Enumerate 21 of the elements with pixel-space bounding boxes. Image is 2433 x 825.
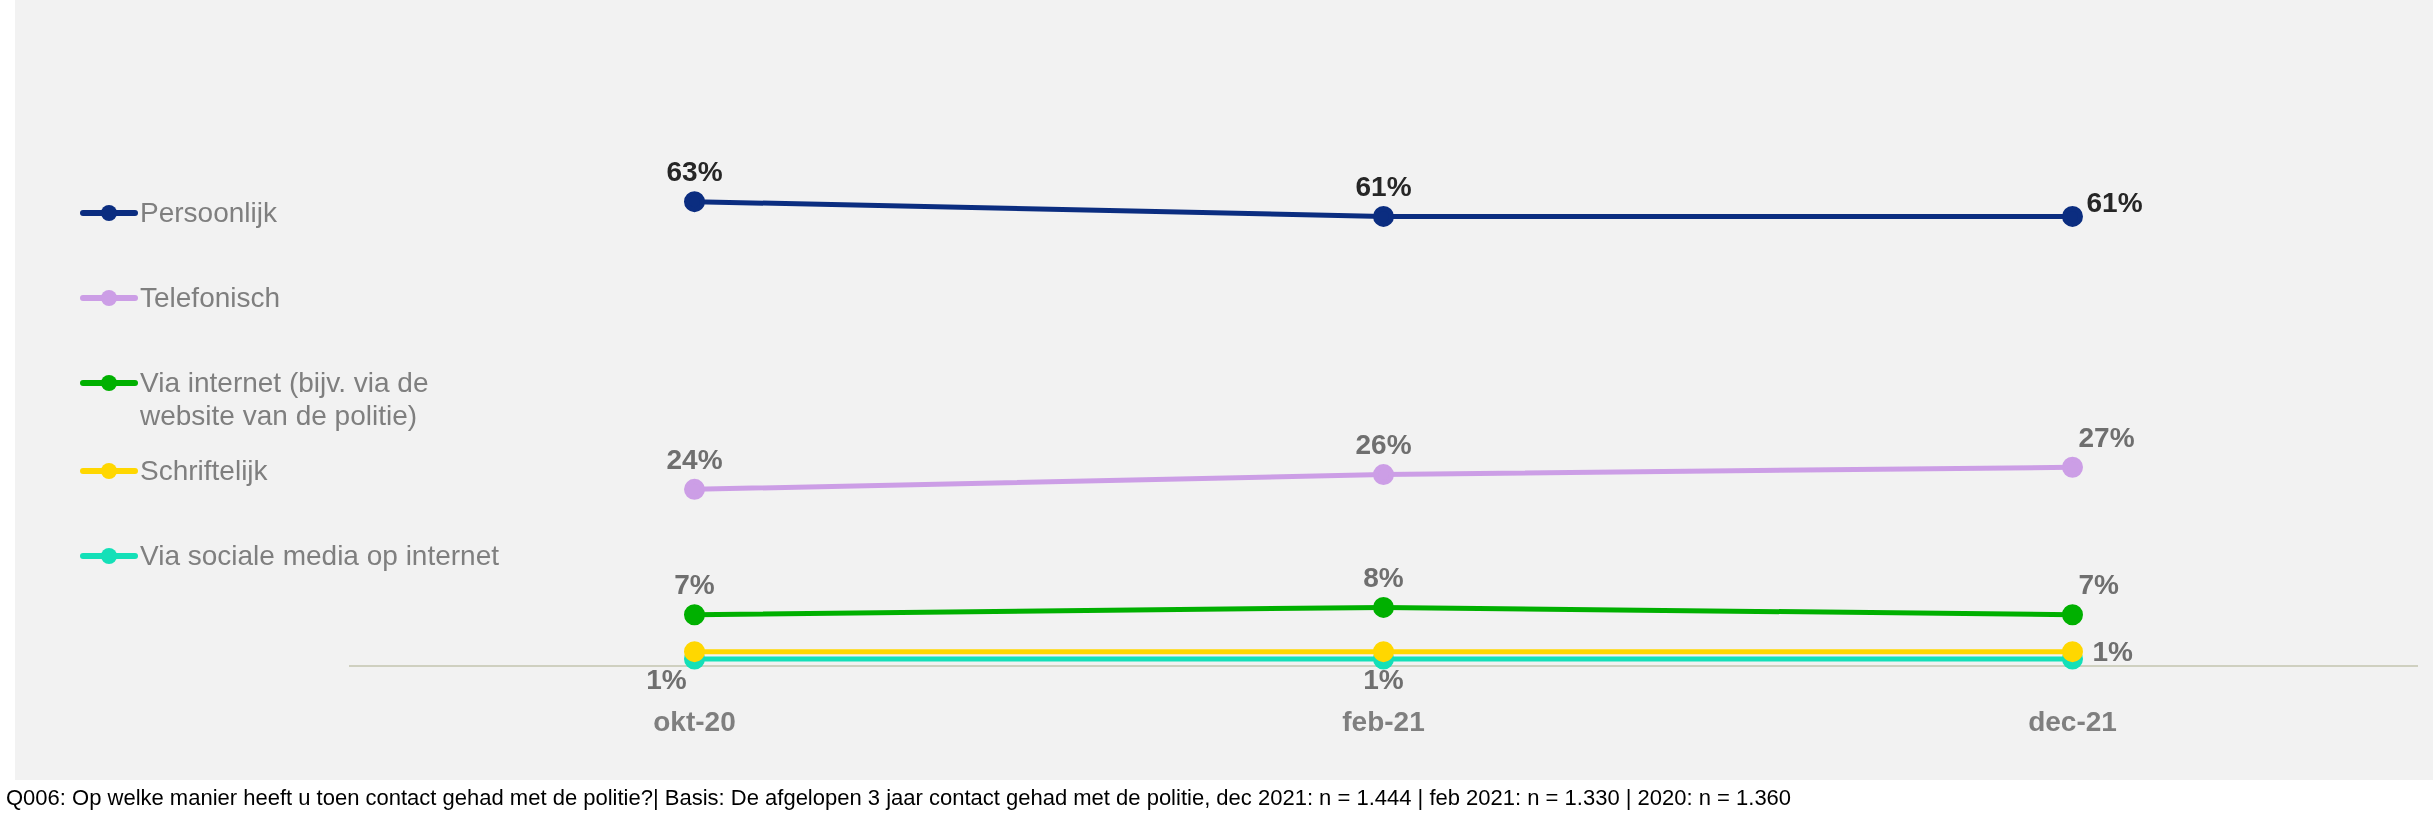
legend-label: Schriftelijk	[140, 454, 268, 487]
data-label: 27%	[2078, 421, 2135, 453]
legend-label: Via internet (bijv. via de website van de politie)	[140, 366, 430, 432]
x-tick-label: dec-21	[2028, 705, 2117, 737]
text: Q006: Op welke manier heeft u toen contact gehad met de politie?| Basis: De afgelopen 3 jaar contact gehad met de politie, dec 2021: n = 1.444 | feb 2021: n = 1.330 | 2020: n = 1.360	[6, 785, 1792, 811]
data-label: 1%	[1363, 663, 1404, 695]
x-tick-label: okt-20	[653, 705, 736, 737]
data-label: 63%	[666, 156, 723, 188]
x-tick-label: feb-21	[1342, 705, 1425, 737]
data-label: 24%	[666, 444, 723, 476]
legend-label: Telefonisch	[140, 281, 281, 314]
data-label: 8%	[1363, 562, 1404, 594]
data-label: 7%	[674, 569, 715, 601]
legend-label: Via sociale media op internet	[140, 539, 500, 572]
legend-label: Persoonlijk	[140, 196, 277, 229]
data-label: 26%	[1355, 429, 1412, 461]
data-label: 61%	[1355, 171, 1412, 203]
data-label: 1%	[2092, 635, 2134, 667]
data-label: 61%	[2086, 187, 2143, 219]
data-label: 1%	[646, 663, 687, 695]
data-label: 7%	[2078, 569, 2120, 601]
